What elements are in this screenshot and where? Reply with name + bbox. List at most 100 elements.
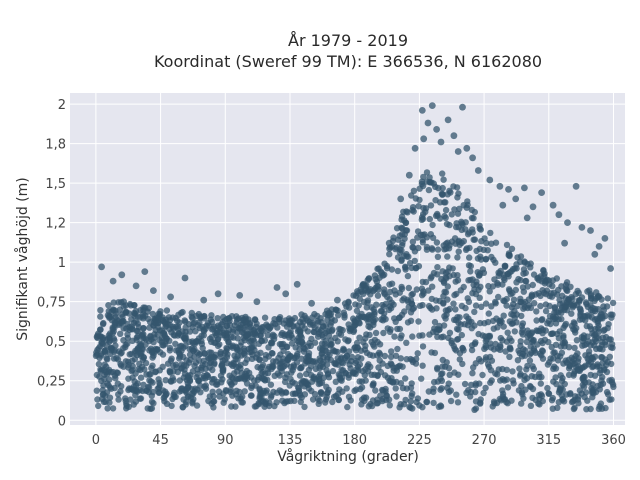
data-point <box>499 201 507 209</box>
data-point <box>453 391 460 398</box>
data-point <box>474 167 482 174</box>
data-point <box>95 360 103 368</box>
data-point <box>141 366 148 373</box>
data-point <box>132 392 139 399</box>
data-point <box>558 349 566 356</box>
data-point <box>589 363 596 371</box>
data-point <box>465 298 473 305</box>
data-point <box>596 403 603 410</box>
data-point <box>320 354 327 361</box>
data-point <box>343 352 351 359</box>
data-point <box>269 362 276 369</box>
data-point <box>363 304 370 311</box>
data-point <box>341 300 349 307</box>
data-point <box>453 336 461 343</box>
data-point <box>466 254 473 261</box>
data-point <box>186 351 194 358</box>
data-point <box>399 242 406 249</box>
data-point <box>499 337 506 344</box>
data-point <box>469 370 476 377</box>
data-point <box>442 199 449 206</box>
data-point <box>95 402 102 410</box>
data-point <box>163 307 171 314</box>
chart-title-line-1: År 1979 - 2019 <box>288 31 408 50</box>
data-point <box>206 349 213 356</box>
data-point <box>432 197 439 204</box>
data-point <box>589 388 596 395</box>
data-point <box>595 325 602 332</box>
data-point <box>154 331 161 338</box>
data-point <box>123 400 130 408</box>
data-point <box>562 320 570 328</box>
data-point <box>293 280 301 288</box>
data-point <box>135 323 142 331</box>
data-point <box>490 346 498 353</box>
data-point <box>482 344 490 351</box>
data-point <box>463 245 471 252</box>
data-point <box>195 351 203 358</box>
data-point <box>440 299 447 306</box>
data-point <box>560 360 567 367</box>
grid-lines <box>70 93 625 425</box>
data-point <box>160 329 167 337</box>
data-point <box>142 359 150 367</box>
data-point <box>362 366 369 373</box>
data-point <box>481 235 488 242</box>
data-point <box>220 399 227 406</box>
data-point <box>384 362 391 370</box>
data-point <box>352 292 360 299</box>
data-point <box>542 290 550 298</box>
data-point <box>261 314 269 321</box>
data-point <box>455 248 462 255</box>
data-point <box>103 363 110 370</box>
data-point <box>93 387 101 394</box>
data-point <box>243 321 250 328</box>
data-point <box>407 398 414 405</box>
data-point <box>155 376 162 383</box>
data-point <box>500 275 507 282</box>
data-point <box>352 370 359 378</box>
data-point <box>446 329 454 336</box>
data-point <box>599 334 607 341</box>
data-point <box>263 321 270 328</box>
data-point <box>563 279 571 286</box>
data-point <box>137 395 145 402</box>
data-point <box>447 397 455 405</box>
data-point <box>538 189 545 197</box>
data-point <box>460 238 467 245</box>
data-point <box>367 313 374 320</box>
data-point <box>426 331 433 338</box>
data-point <box>368 338 375 346</box>
data-point <box>188 345 196 352</box>
data-point <box>454 272 461 279</box>
data-point <box>213 381 220 388</box>
data-point <box>545 317 552 325</box>
data-point <box>591 250 599 258</box>
data-point <box>397 195 405 203</box>
data-point <box>454 277 462 284</box>
data-point <box>429 246 436 253</box>
data-point <box>453 184 461 191</box>
data-point <box>434 364 441 372</box>
data-point <box>230 334 237 341</box>
data-point <box>596 293 603 300</box>
data-point <box>529 394 536 402</box>
data-point <box>283 389 290 396</box>
data-point <box>386 251 393 258</box>
data-point <box>579 342 586 349</box>
data-point <box>533 317 540 324</box>
data-point <box>453 325 461 333</box>
data-point <box>202 360 209 368</box>
data-point <box>440 293 447 300</box>
data-point <box>608 396 615 403</box>
data-point <box>170 377 177 384</box>
data-point <box>505 286 513 293</box>
data-point <box>285 356 292 364</box>
data-point <box>555 211 563 219</box>
data-point <box>517 276 524 284</box>
data-point <box>441 313 448 320</box>
data-point <box>530 336 537 344</box>
data-point <box>489 317 497 325</box>
data-point <box>499 390 507 398</box>
data-point <box>486 353 494 361</box>
